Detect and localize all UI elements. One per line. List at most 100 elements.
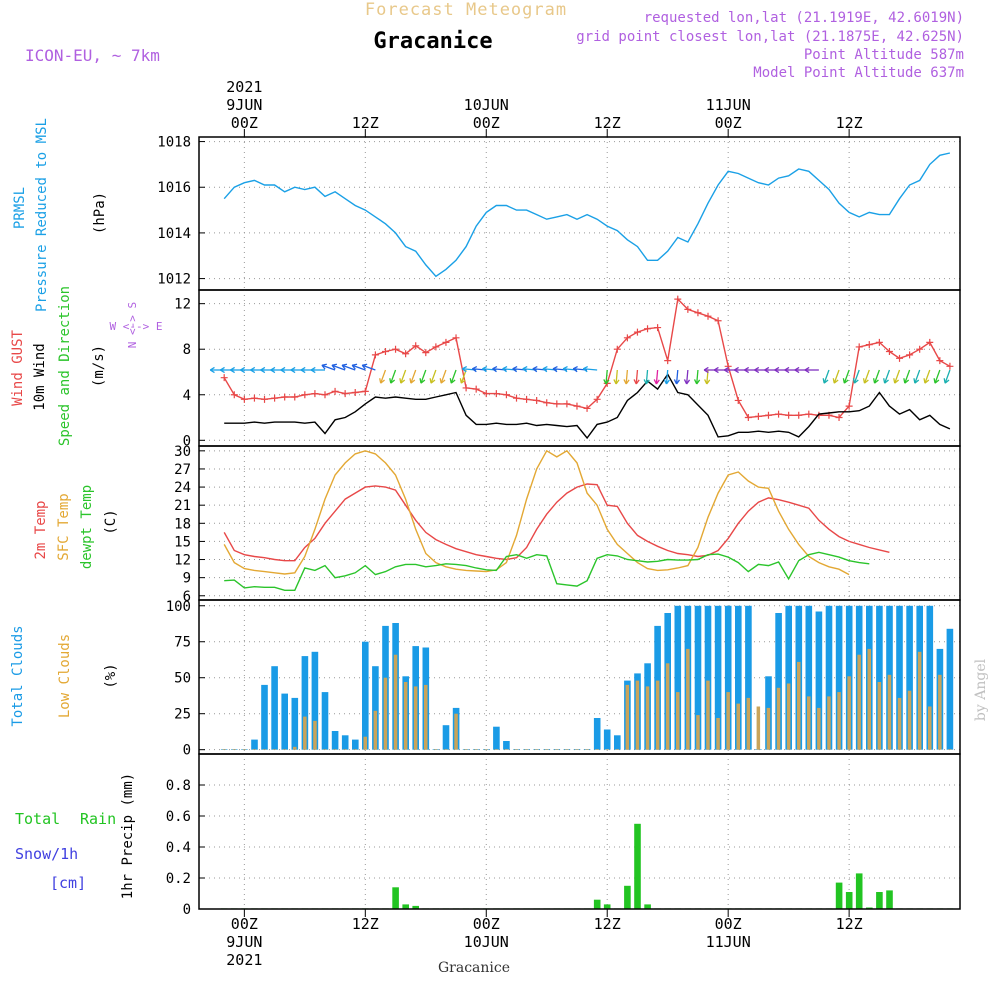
- panel-frame: [198, 753, 961, 910]
- total-cloud-bar: [281, 693, 288, 750]
- wind-arrow-head: [459, 378, 466, 384]
- wind-direction-arrow: [633, 369, 640, 385]
- y-tick-label: 8: [183, 342, 191, 358]
- panel-frame: [198, 136, 961, 291]
- low-cloud-bar: [454, 713, 458, 750]
- total-rain-label-a: Total: [15, 810, 60, 828]
- gust-marker: [250, 394, 258, 402]
- wind-arrow-shaft: [833, 369, 840, 384]
- rain-bar: [634, 823, 641, 910]
- wind-direction-arrow: [439, 369, 447, 384]
- footer-location: Gracanice: [438, 960, 510, 976]
- wind-direction-arrow: [653, 369, 660, 385]
- bottom-time-label: 00Z: [231, 915, 258, 933]
- low-cloud-bar: [504, 749, 509, 750]
- y-tick-label: 50: [174, 671, 191, 687]
- low-cloud-bar: [413, 686, 418, 750]
- wind-direction-arrow: [903, 369, 911, 384]
- wind-arrow-head: [552, 366, 558, 373]
- gust-marker: [220, 374, 228, 382]
- total-cloud-bar: [714, 605, 722, 750]
- wind-direction-arrow: [872, 369, 880, 384]
- gust-marker: [906, 351, 914, 359]
- wind-arrow-head: [923, 378, 930, 384]
- temp-panel-labels: 2m Temp SFC Temp dewpt Temp (C): [33, 485, 119, 569]
- low-cloud-bar: [857, 654, 861, 750]
- low-cloud-bar: [625, 684, 630, 750]
- low-cloud-bar: [494, 749, 499, 750]
- total-cloud-bar: [946, 628, 954, 750]
- gust-marker: [684, 305, 692, 313]
- wind-arrow-head: [429, 378, 436, 384]
- wind-arrow-head: [704, 379, 711, 385]
- bottom-time-label: 10JUN: [464, 933, 509, 951]
- series-line-sfc-temp: [223, 449, 850, 576]
- series-line-wind-gust: [223, 297, 951, 419]
- wind-direction-arrow: [842, 369, 850, 384]
- gust-marker: [381, 347, 389, 355]
- gust-marker: [805, 410, 813, 418]
- gust-marker: [311, 390, 319, 398]
- wind-10m-label: 10m Wind: [32, 343, 48, 410]
- y-tick-label: 27: [174, 462, 191, 478]
- bottom-time-label: 11JUN: [706, 933, 751, 951]
- wind-arrow-head: [321, 363, 327, 370]
- gust-marker: [301, 391, 309, 399]
- wind-direction-arrow: [852, 369, 860, 384]
- wind-direction-arrow: [822, 369, 830, 384]
- gust-marker: [563, 400, 571, 408]
- low-cloud-bar: [928, 706, 932, 750]
- low-cloud-bar: [545, 749, 549, 750]
- pressure-unit-label: (hPa): [92, 192, 108, 234]
- total-cloud-bar: [291, 697, 299, 750]
- y-tick-label: 6: [183, 589, 191, 605]
- y-tick-label: 9: [183, 571, 191, 587]
- wind-arrow-head: [300, 366, 306, 374]
- gust-marker: [422, 349, 430, 357]
- gust-marker: [734, 396, 742, 404]
- wind-arrow-head: [532, 366, 538, 373]
- gust-marker: [795, 411, 803, 419]
- top-time-label: 9JUN: [226, 96, 262, 114]
- low-cloud-bar: [766, 707, 771, 750]
- wind-arrow-head: [883, 378, 889, 384]
- gust-marker: [543, 399, 551, 407]
- total-cloud-bar: [593, 718, 601, 750]
- bottom-time-label: 12Z: [352, 915, 379, 933]
- wind-arrow-head: [744, 366, 750, 374]
- bottom-time-label: 00Z: [473, 915, 500, 933]
- low-cloud-bar: [817, 707, 821, 750]
- gust-marker: [654, 324, 662, 332]
- rain-bar: [402, 904, 409, 909]
- wind-arrow-shaft: [843, 369, 850, 384]
- rain-bar: [876, 892, 883, 909]
- top-time-label: 10JUN: [464, 96, 509, 114]
- gust-marker: [261, 395, 269, 403]
- rain-bar: [855, 873, 863, 909]
- total-cloud-bar: [251, 739, 258, 750]
- low-cloud-bar: [696, 715, 700, 750]
- y-tick-label: 12: [174, 297, 191, 313]
- low-cloud-bar: [635, 680, 640, 750]
- wind-arrow-shaft: [635, 369, 639, 385]
- wind-direction-arrow: [893, 369, 901, 384]
- wind-arrow-shaft: [934, 369, 941, 384]
- top-time-label: 00Z: [473, 114, 500, 132]
- low-cloud-bar: [807, 696, 811, 750]
- wind-arrow-head: [693, 379, 701, 385]
- y-tick-label: 1018: [157, 135, 191, 151]
- gust-marker: [331, 387, 339, 395]
- low-cloud-bar: [252, 749, 257, 750]
- wind-direction-arrow: [643, 369, 650, 385]
- wind-arrow-head: [774, 366, 780, 374]
- wind-arrow-head: [723, 366, 729, 374]
- wind-arrow-shaft: [625, 369, 629, 385]
- wind-direction-arrow: [429, 369, 437, 384]
- wind-arrow-shaft: [410, 369, 417, 384]
- wind-arrow-head: [673, 379, 681, 385]
- low-cloud-bar: [323, 749, 327, 750]
- series-line-2m-temp: [223, 483, 890, 562]
- low-cloud-bar: [222, 749, 226, 750]
- wind-arrow-head: [872, 378, 879, 384]
- gust-marker: [936, 357, 944, 365]
